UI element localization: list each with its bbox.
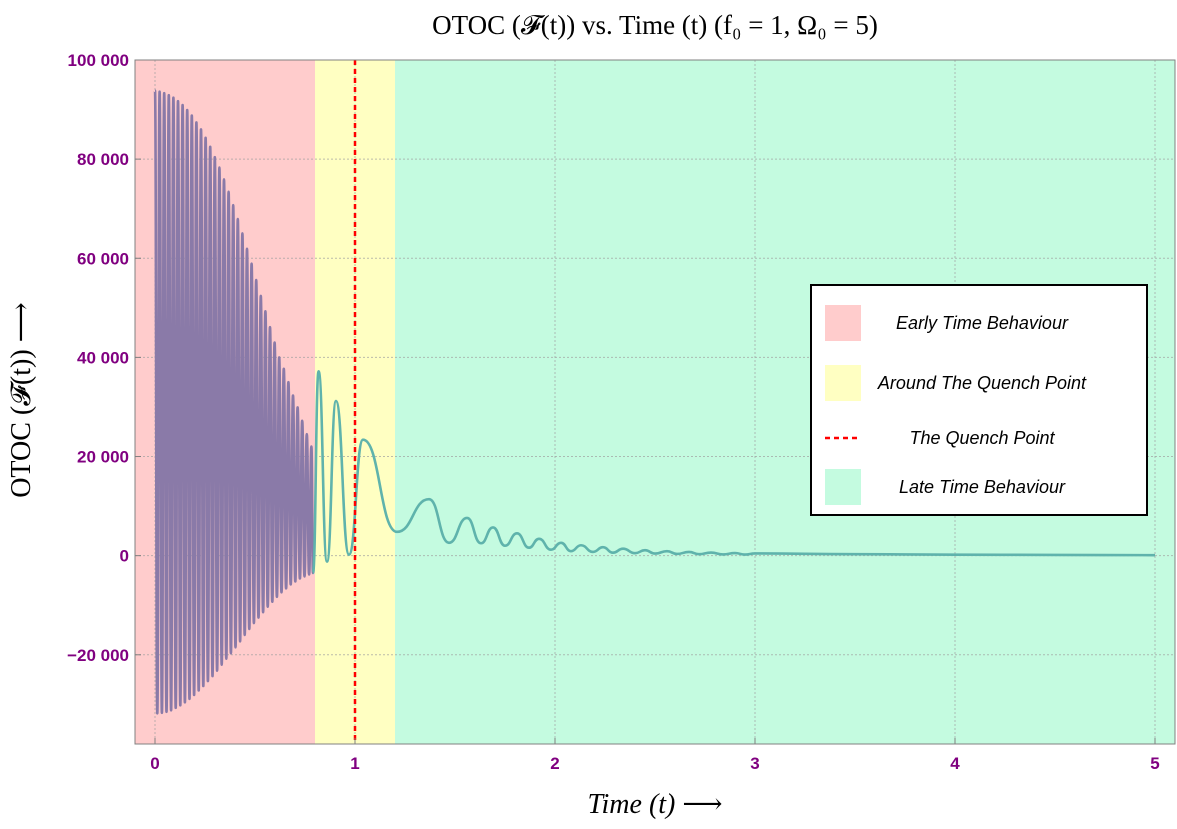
x-tick-label: 1 [350,754,359,773]
legend-label: Early Time Behaviour [896,313,1069,333]
legend-swatch [825,469,861,505]
x-axis-label: Time (t) ⟶ [587,789,722,820]
y-tick-label: 100 000 [68,51,129,70]
y-tick-label: 60 000 [77,249,129,268]
y-axis-ticks: −20 000 0 20 000 40 000 60 000 80 000 100 000 [67,51,141,665]
legend-label: The Quench Point [909,428,1055,448]
y-tick-label: 80 000 [77,150,129,169]
curve-early-segment [153,89,315,715]
x-axis-ticks: 0 1 2 3 4 5 [150,738,1160,773]
y-tick-label: 0 [120,547,129,566]
plot-frame [134,59,1176,745]
legend-swatch [825,305,861,341]
legend-box [810,284,1148,516]
y-axis-label: OTOC (𝓕(t)) ⟶ [6,302,37,498]
chart-title: OTOC (𝓕(t)) vs. Time (t) (f₀ = 1, Ω₀ = 5… [432,10,878,40]
legend: Early Time Behaviour Around The Quench Po… [810,284,1148,516]
y-tick-label: −20 000 [67,646,129,665]
legend-swatch [825,365,861,401]
x-tick-label: 0 [150,754,159,773]
legend-label: Around The Quench Point [877,373,1087,393]
x-tick-label: 5 [1150,754,1159,773]
y-tick-label: 40 000 [77,348,129,367]
curve-late-segment [311,369,1156,575]
legend-label: Late Time Behaviour [899,477,1066,497]
x-tick-label: 2 [550,754,559,773]
y-tick-label: 20 000 [77,448,129,467]
otoc-curve [153,89,1156,715]
x-tick-label: 3 [750,754,759,773]
x-tick-label: 4 [950,754,960,773]
